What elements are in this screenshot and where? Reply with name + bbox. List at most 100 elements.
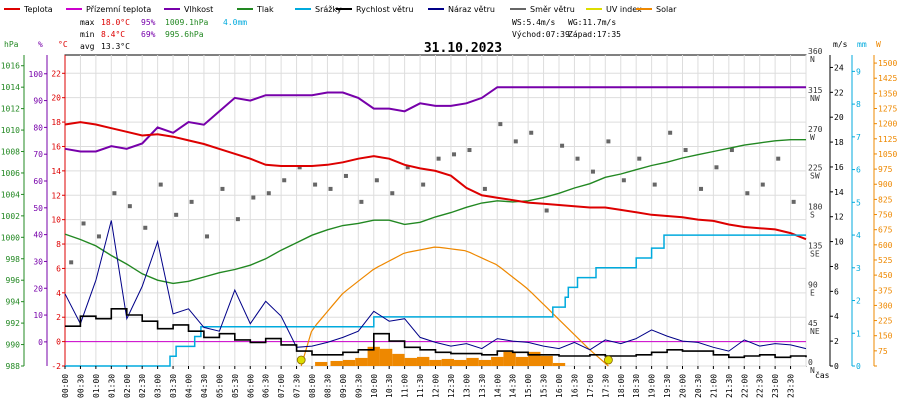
pressure-tick-label: 1004 bbox=[1, 190, 20, 199]
wind-direction-point bbox=[637, 156, 642, 161]
direction-tick-label: 90 bbox=[808, 280, 818, 289]
legend-label-solar: Solar bbox=[656, 5, 677, 14]
x-tick-label: 15:00 bbox=[524, 374, 533, 398]
wind-direction-point bbox=[297, 165, 302, 170]
wind-tick-label: 24 bbox=[834, 63, 844, 72]
wind-tick-label: 14 bbox=[834, 188, 844, 197]
solar-bar bbox=[528, 351, 541, 366]
legend-label-teplota: Teplota bbox=[23, 5, 53, 14]
wind-speed-info: WS:5.4m/s bbox=[512, 18, 556, 27]
series-naraz-vetru bbox=[64, 220, 807, 352]
wind-direction-point bbox=[343, 173, 348, 178]
axes: 9889909929949969981000100210041006100810… bbox=[1, 47, 898, 375]
temperature-tick-label: 2 bbox=[56, 313, 61, 322]
x-tick-label: 23:00 bbox=[771, 374, 780, 398]
wind-direction-point bbox=[699, 186, 704, 191]
wind-direction-point bbox=[374, 178, 379, 183]
humidity-unit-label: % bbox=[38, 40, 43, 49]
legend-label-prizemni-teplota: Přízemní teplota bbox=[86, 5, 151, 14]
temperature-tick-label: -2 bbox=[51, 362, 61, 371]
x-tick-label: 21:30 bbox=[725, 374, 734, 398]
direction-compass-label: W bbox=[810, 133, 815, 142]
x-axis-label: čas bbox=[815, 370, 830, 380]
rain-tick-label: 2 bbox=[856, 297, 861, 306]
wind-direction-point bbox=[96, 234, 101, 239]
wind-direction-point bbox=[590, 169, 595, 174]
wind-direction-point bbox=[266, 191, 271, 196]
wind-direction-point bbox=[606, 139, 611, 144]
rain-tick-label: 8 bbox=[856, 100, 861, 109]
solar-tick-label: 300 bbox=[878, 301, 893, 310]
pressure-tick-label: 1002 bbox=[1, 212, 20, 221]
rain-tick-label: 1 bbox=[856, 329, 861, 338]
humidity-tick-label: 40 bbox=[33, 231, 43, 240]
direction-tick-label: 180 bbox=[808, 203, 823, 212]
solar-bar bbox=[491, 356, 504, 366]
x-tick-label: 19:00 bbox=[648, 374, 657, 398]
stat-avg-temp: 13.3°C bbox=[101, 42, 130, 51]
pressure-tick-label: 992 bbox=[6, 319, 21, 328]
stat-max-hum: 95% bbox=[141, 18, 156, 27]
x-tick-label: 14:30 bbox=[509, 374, 518, 398]
solar-bar bbox=[515, 356, 529, 366]
solar-tick-label: 1350 bbox=[878, 89, 897, 98]
stat-min-hum: 69% bbox=[141, 30, 156, 39]
x-tick-label: 13:30 bbox=[478, 374, 487, 398]
sun-marker bbox=[296, 355, 306, 365]
stat-max-press: 1009.1hPa bbox=[165, 18, 209, 27]
temperature-unit-label: °C bbox=[58, 40, 68, 49]
wind-direction-point bbox=[668, 130, 673, 135]
wind-direction-point bbox=[760, 182, 765, 187]
wind-tick-label: 6 bbox=[834, 287, 839, 296]
humidity-tick-label: 90 bbox=[33, 97, 43, 106]
direction-compass-label: NW bbox=[810, 94, 820, 103]
x-tick-label: 01:00 bbox=[92, 374, 101, 398]
wind-direction-point bbox=[405, 165, 410, 170]
wind-direction-point bbox=[544, 208, 549, 213]
wind-direction-point bbox=[452, 152, 457, 157]
solar-tick-label: 375 bbox=[878, 286, 893, 295]
series-rychlost-vetru bbox=[65, 308, 807, 359]
x-tick-label: 06:30 bbox=[262, 374, 271, 398]
wind-tick-label: 8 bbox=[834, 262, 839, 271]
humidity-tick-label: 100 bbox=[29, 70, 44, 79]
chart-title: 31.10.2023 bbox=[424, 41, 502, 56]
solar-tick-label: 975 bbox=[878, 165, 893, 174]
rain-tick-label: 7 bbox=[856, 133, 861, 142]
x-axis: 00:00 00:30 01:00 01:30 02:00 02:30 03:00 03:30… bbox=[61, 366, 796, 398]
wind-tick-label: 16 bbox=[834, 163, 844, 172]
wind-tick-label: 2 bbox=[834, 337, 839, 346]
temperature-tick-label: 4 bbox=[56, 289, 61, 298]
stat-rain: 4.0mm bbox=[223, 18, 247, 27]
solar-bar bbox=[503, 351, 516, 366]
wind-tick-label: 12 bbox=[834, 213, 844, 222]
pressure-tick-label: 1012 bbox=[1, 105, 20, 114]
wind-direction-point bbox=[251, 195, 256, 200]
wind-direction-point bbox=[714, 165, 719, 170]
humidity-tick-label: 10 bbox=[33, 311, 43, 320]
x-tick-label: 16:00 bbox=[555, 374, 564, 398]
pressure-tick-label: 1014 bbox=[1, 83, 20, 92]
x-tick-label: 11:00 bbox=[401, 374, 410, 398]
x-tick-label: 02:30 bbox=[138, 374, 147, 398]
wind-tick-label: 20 bbox=[834, 113, 844, 122]
wind-direction-point bbox=[776, 156, 781, 161]
x-tick-label: 03:30 bbox=[169, 374, 178, 398]
wind-direction-point bbox=[529, 130, 534, 135]
solar-bar bbox=[429, 359, 442, 366]
rain-tick-label: 6 bbox=[856, 166, 861, 175]
solar-tick-label: 750 bbox=[878, 211, 893, 220]
x-tick-label: 18:00 bbox=[617, 374, 626, 398]
series-srazky bbox=[65, 234, 806, 367]
wind-direction-point bbox=[482, 186, 487, 191]
x-tick-label: 14:00 bbox=[493, 374, 502, 398]
legend-label-srazky: Srážky bbox=[315, 5, 342, 14]
x-tick-label: 08:00 bbox=[308, 374, 317, 398]
humidity-tick-label: 50 bbox=[33, 204, 43, 213]
temperature-tick-label: 20 bbox=[51, 94, 61, 103]
direction-compass-label: N bbox=[810, 55, 815, 64]
x-tick-label: 10:00 bbox=[370, 374, 379, 398]
x-tick-label: 03:00 bbox=[154, 374, 163, 398]
direction-tick-label: 135 bbox=[808, 241, 823, 250]
solar-bar bbox=[404, 357, 417, 366]
